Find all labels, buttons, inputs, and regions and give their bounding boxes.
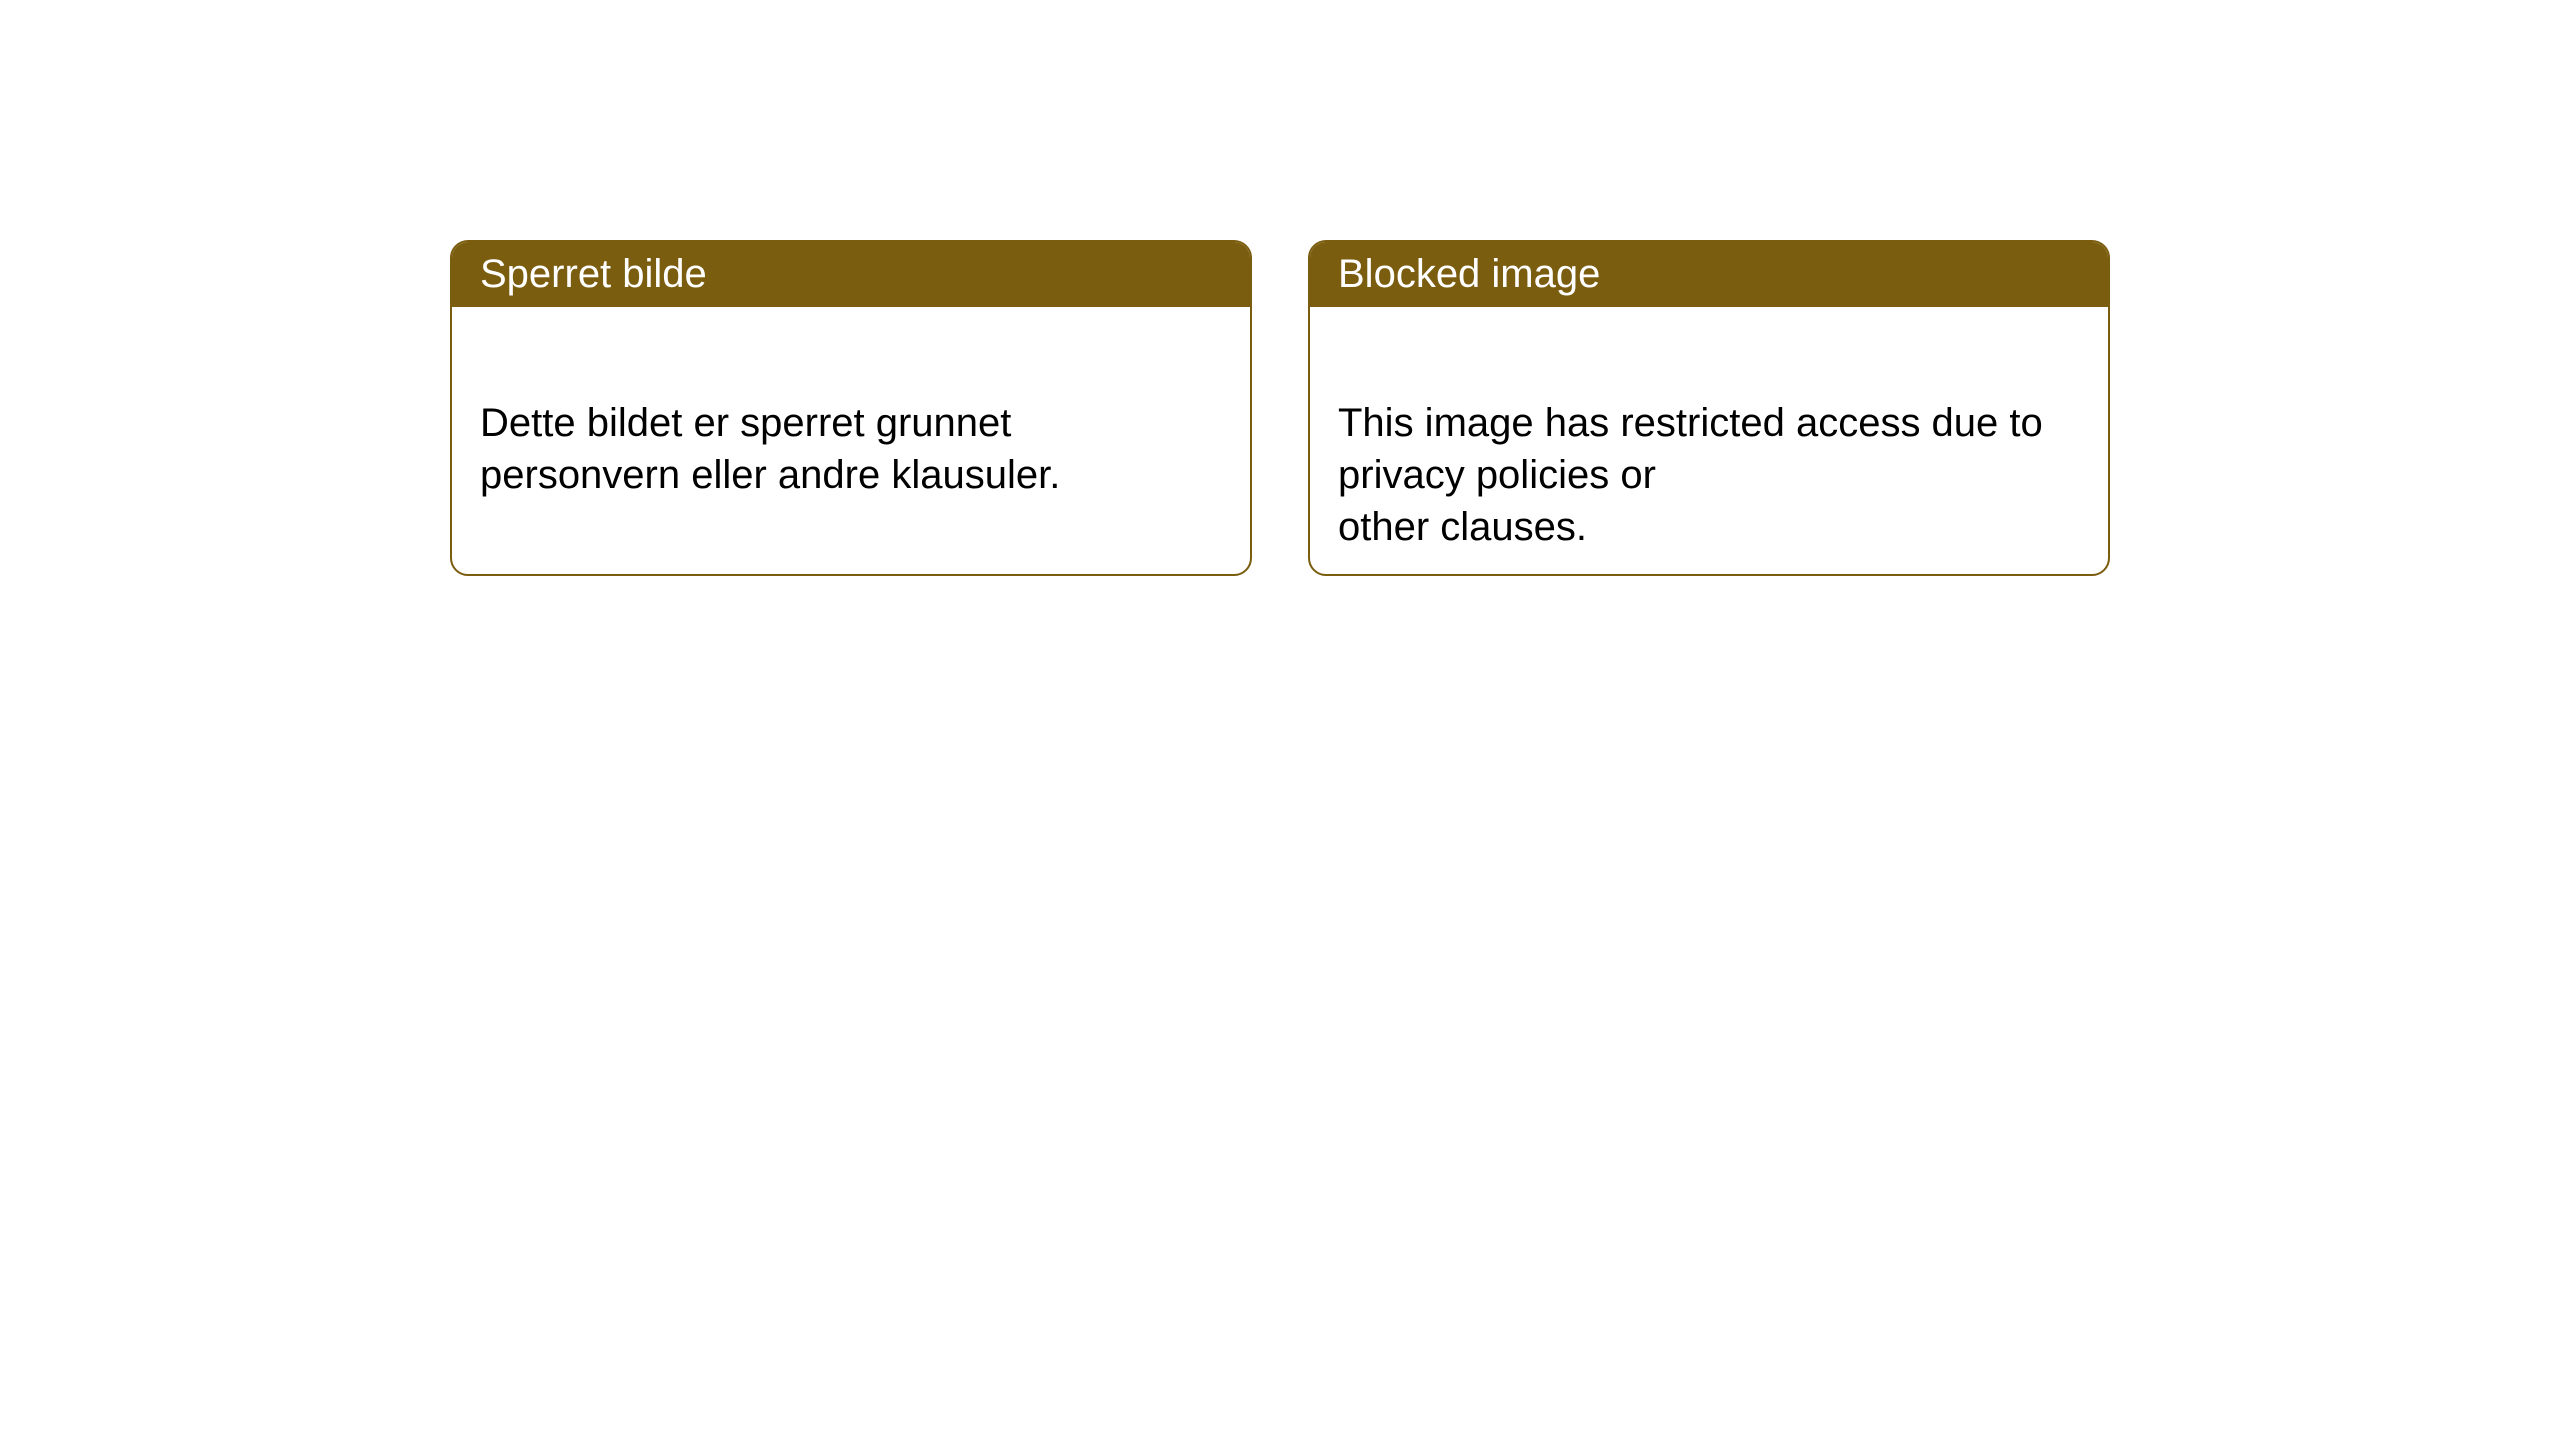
notice-title: Sperret bilde <box>480 252 707 296</box>
notice-header: Blocked image <box>1310 242 2108 307</box>
notice-body-text: This image has restricted access due to … <box>1338 401 2043 549</box>
notice-title: Blocked image <box>1338 252 1600 296</box>
notice-body: This image has restricted access due to … <box>1310 307 2108 576</box>
notice-header: Sperret bilde <box>452 242 1250 307</box>
notice-container: Sperret bilde Dette bildet er sperret gr… <box>450 240 2560 576</box>
notice-body: Dette bildet er sperret grunnet personve… <box>452 307 1250 539</box>
notice-body-text: Dette bildet er sperret grunnet personve… <box>480 401 1060 497</box>
notice-card-english: Blocked image This image has restricted … <box>1308 240 2110 576</box>
notice-card-norwegian: Sperret bilde Dette bildet er sperret gr… <box>450 240 1252 576</box>
